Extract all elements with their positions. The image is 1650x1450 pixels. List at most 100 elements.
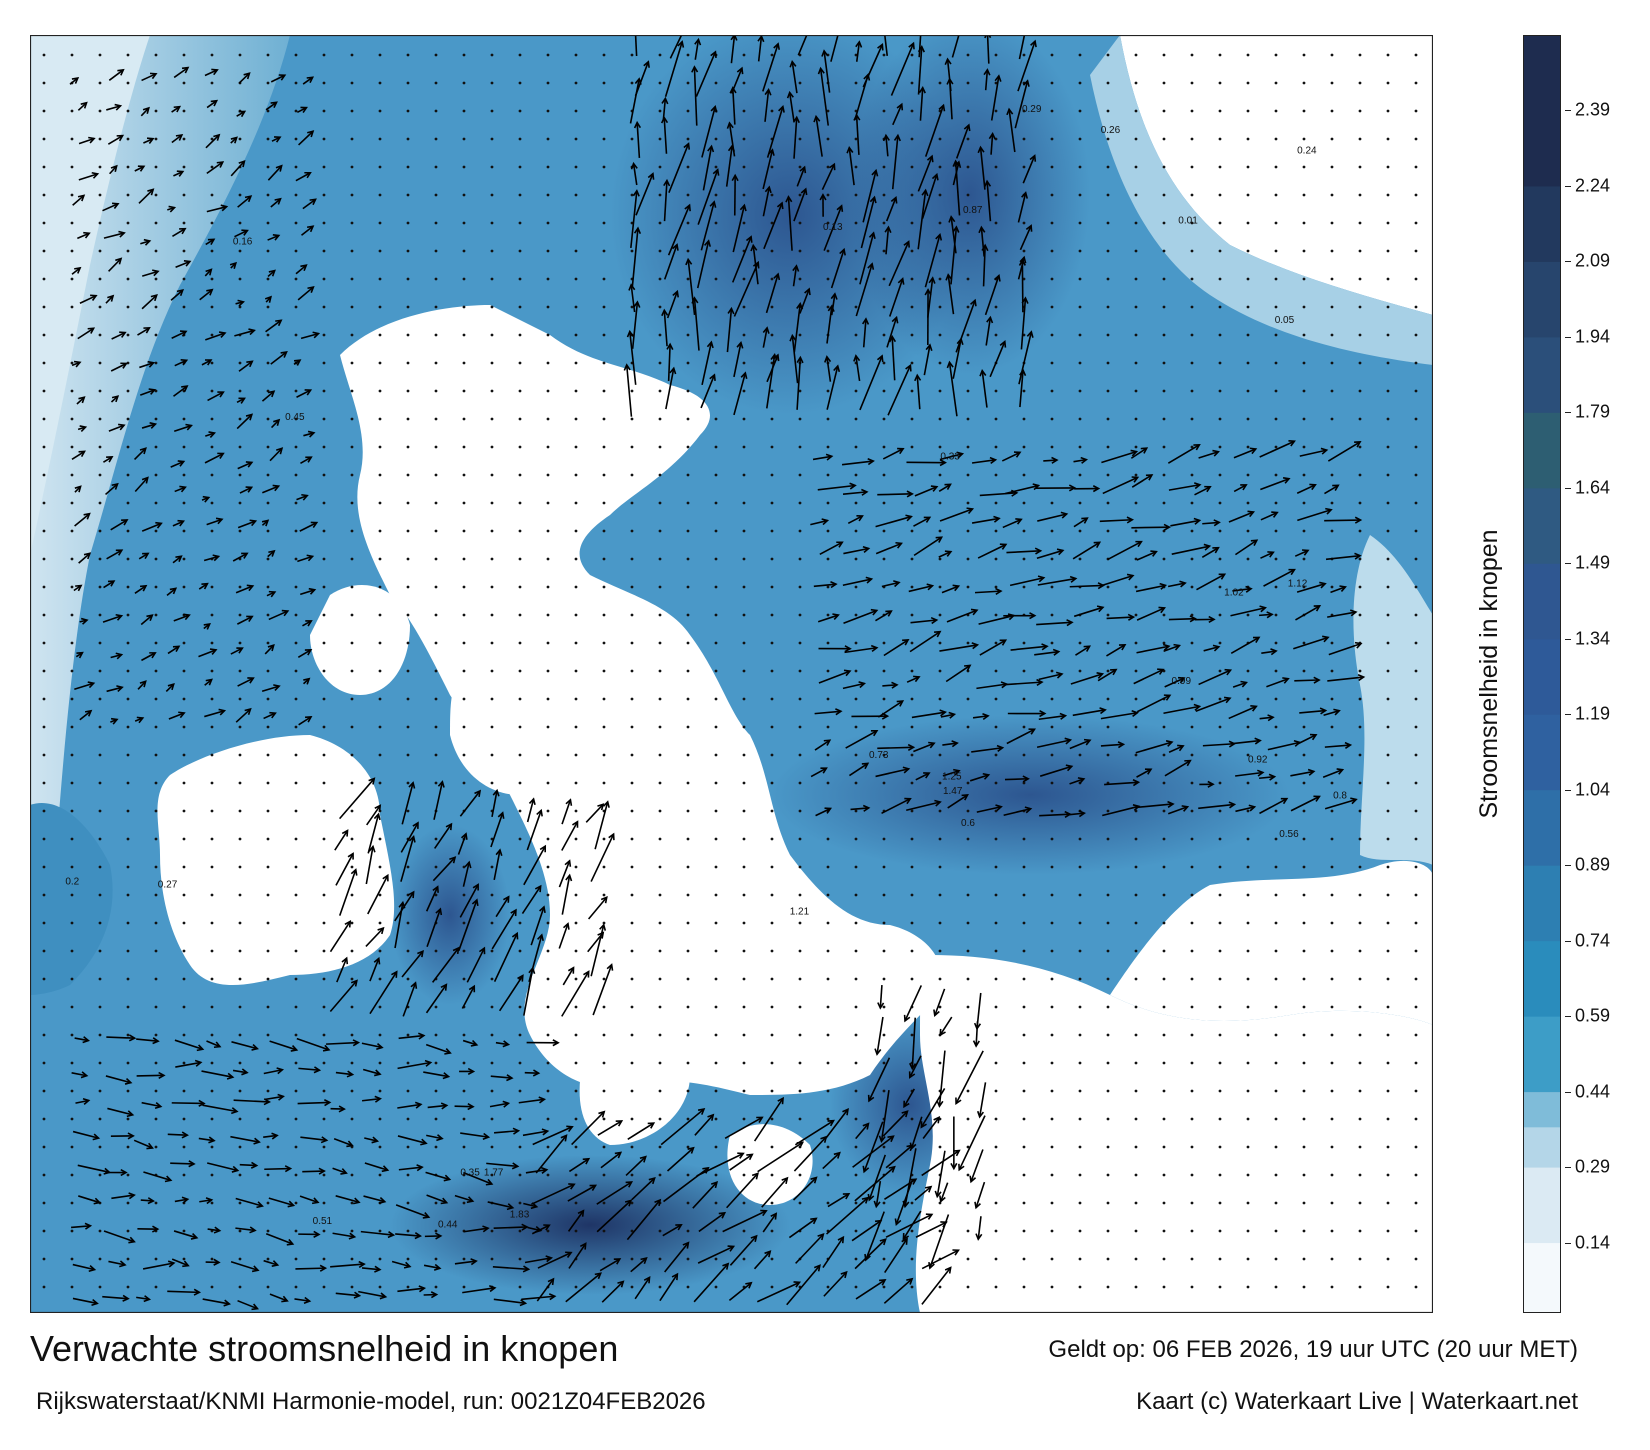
current-arrow [235, 1226, 257, 1234]
current-arrow [238, 360, 254, 372]
current-arrow [765, 272, 781, 314]
grid-dot [714, 137, 718, 141]
grid-dot [322, 501, 326, 505]
colorbar-tick-label: 1.49 [1575, 552, 1611, 573]
grid-dot [1162, 781, 1166, 785]
grid-dot [238, 361, 242, 365]
grid-dot [98, 1285, 102, 1289]
grid-dot [154, 249, 158, 253]
grid-dot [70, 109, 74, 113]
grid-dot [854, 669, 858, 673]
grid-dots [42, 53, 1418, 1289]
current-arrow [173, 66, 190, 79]
current-arrow [883, 1277, 914, 1304]
speed-label: 0.33 [940, 451, 960, 462]
grid-dot [518, 333, 522, 337]
grid-dot [966, 193, 970, 197]
grid-dot [98, 417, 102, 421]
grid-dot [1246, 669, 1250, 673]
grid-dot [378, 865, 382, 869]
grid-dot [70, 613, 74, 617]
current-arrow [535, 1134, 568, 1174]
grid-dot [434, 81, 438, 85]
grid-dot [1162, 305, 1166, 309]
current-arrow [329, 979, 358, 1013]
current-arrow [134, 584, 148, 595]
grid-dot [406, 1173, 410, 1177]
grid-dot [406, 53, 410, 57]
grid-dot [182, 1285, 186, 1289]
grid-dot [546, 585, 550, 589]
grid-dot [882, 921, 886, 925]
current-arrow [1235, 769, 1265, 777]
current-arrow [906, 799, 942, 812]
current-arrow [697, 1245, 736, 1264]
current-arrow [103, 230, 126, 239]
grid-dot [294, 641, 298, 645]
grid-dot [518, 137, 522, 141]
grid-dot [378, 193, 382, 197]
current-arrow [601, 1280, 625, 1303]
current-arrow [1073, 605, 1105, 618]
grid-dot [70, 501, 74, 505]
grid-dot [294, 109, 298, 113]
grid-dot [406, 1033, 410, 1037]
grid-dot [714, 809, 718, 813]
current-arrow [110, 519, 129, 531]
current-arrow [764, 88, 772, 122]
grid-dot [490, 1117, 494, 1121]
current-arrow [765, 353, 778, 409]
colorbar-tick-label: 2.09 [1575, 250, 1611, 271]
grid-dot [630, 921, 634, 925]
current-arrow [523, 966, 536, 1016]
grid-dot [742, 921, 746, 925]
current-arrow [367, 873, 389, 915]
grid-dot [1190, 1061, 1194, 1065]
current-arrow [882, 133, 890, 157]
current-arrow [232, 552, 249, 562]
grid-dot [462, 81, 466, 85]
grid-dot [854, 333, 858, 337]
grid-dot [294, 613, 298, 617]
grid-dot [154, 781, 158, 785]
current-arrow [400, 835, 416, 882]
grid-dot [882, 837, 886, 841]
grid-dot [434, 389, 438, 393]
current-arrow [561, 970, 590, 1017]
colorbar-band [1523, 35, 1561, 187]
current-arrow [201, 359, 213, 366]
current-arrow [141, 652, 157, 662]
grid-dot [518, 557, 522, 561]
grid-dot [518, 1201, 522, 1205]
grid-dot [210, 977, 214, 981]
current-arrow [267, 234, 281, 241]
grid-dot [1022, 53, 1026, 57]
current-arrow [170, 460, 186, 468]
current-arrow [990, 74, 1002, 121]
current-arrow [813, 581, 838, 589]
grid-dot [686, 1089, 690, 1093]
current-arrow [627, 1122, 656, 1140]
current-arrow [814, 708, 843, 716]
current-arrow [174, 359, 189, 367]
grid-dot [126, 53, 130, 57]
grid-dot [1414, 81, 1418, 85]
grid-dot [1162, 53, 1166, 57]
grid-dot [1218, 1257, 1222, 1261]
grid-dot [1302, 1005, 1306, 1009]
grid-dot [1078, 109, 1082, 113]
grid-dot [658, 53, 662, 57]
grid-dot [854, 1117, 858, 1121]
grid-dot [378, 697, 382, 701]
current-arrow [892, 102, 904, 126]
grid-dot [1218, 361, 1222, 365]
grid-dot [854, 557, 858, 561]
grid-dot [546, 837, 550, 841]
grid-dot [350, 333, 354, 337]
current-arrow [264, 1165, 293, 1173]
grid-dot [1134, 837, 1138, 841]
grid-dot [462, 109, 466, 113]
grid-dot [742, 557, 746, 561]
grid-dot [238, 641, 242, 645]
grid-dot [1134, 1257, 1138, 1261]
